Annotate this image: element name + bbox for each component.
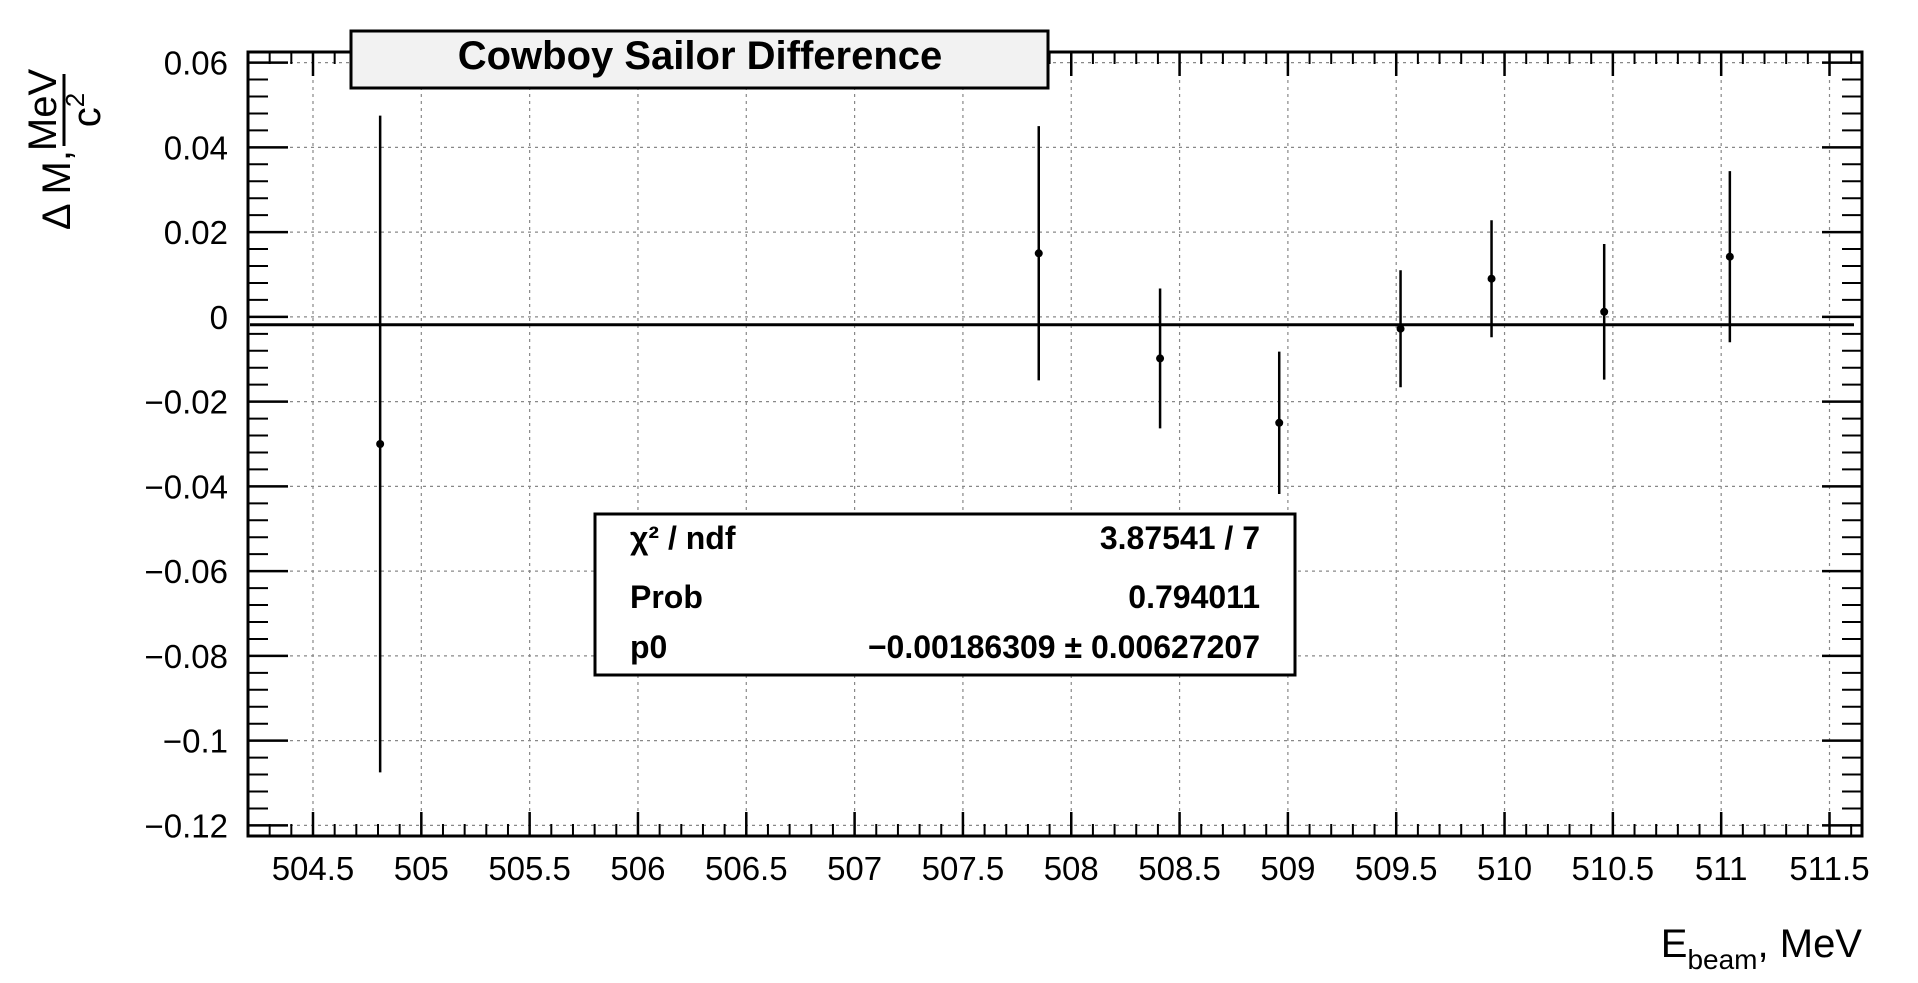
y-tick-label: 0.02	[164, 214, 228, 251]
x-tick-label: 508.5	[1138, 850, 1221, 887]
stats-label-chi2: χ² / ndf	[630, 520, 736, 556]
x-tick-label: 510.5	[1572, 850, 1655, 887]
chart-title: Cowboy Sailor Difference	[458, 34, 943, 78]
x-tick-label: 509	[1260, 850, 1315, 887]
y-axis-title-prefix: Δ M,	[35, 150, 79, 230]
data-point	[1156, 354, 1165, 363]
data-point	[1275, 418, 1284, 427]
stats-label-p0: p0	[630, 629, 667, 665]
y-tick-label: −0.1	[163, 723, 228, 760]
x-tick-label: 507	[827, 850, 882, 887]
y-axis-title-denominator-base: c	[65, 107, 109, 127]
x-tick-label: 509.5	[1355, 850, 1438, 887]
y-tick-labels: 0.06 0.04 0.02 0 −0.02 −0.04 −0.06 −0.08 −0.1 −0.…	[145, 45, 229, 845]
x-axis-title-main: E	[1661, 922, 1688, 966]
stats-value-prob: 0.794011	[1128, 579, 1260, 615]
data-point	[1487, 274, 1496, 283]
x-tick-label: 506	[610, 850, 665, 887]
plot-frame	[246, 50, 1864, 838]
stats-box: χ² / ndf 3.87541 / 7 Prob 0.794011 p0 −0…	[593, 512, 1297, 677]
x-tick-label: 504.5	[272, 850, 355, 887]
data-point	[1396, 324, 1405, 333]
title-box: Cowboy Sailor Difference	[349, 29, 1050, 90]
stats-box-frame	[593, 512, 1297, 677]
axis-ticks	[247, 52, 1862, 836]
y-tick-label: −0.08	[145, 638, 229, 675]
y-axis-title: Δ M, MeV c2	[21, 69, 109, 231]
y-tick-label: 0	[210, 299, 228, 336]
x-tick-label: 511	[1695, 850, 1748, 887]
y-tick-label: −0.02	[145, 384, 229, 421]
data-point	[1725, 252, 1734, 261]
y-axis-title-numerator: MeV	[21, 69, 65, 152]
data-points	[376, 115, 1734, 773]
x-tick-label: 505.5	[488, 850, 571, 887]
y-axis-title-denominator-sup: 2	[60, 93, 90, 107]
x-tick-label: 508	[1044, 850, 1099, 887]
y-tick-label: −0.04	[145, 468, 229, 505]
x-tick-label: 511.5	[1789, 850, 1869, 887]
x-axis-title-sub: beam	[1687, 944, 1757, 975]
x-tick-labels: 504.5 505 505.5 506 506.5 507 507.5 508 508.5 509…	[272, 850, 1870, 887]
y-tick-label: 0.06	[164, 45, 228, 82]
y-tick-label: −0.12	[145, 807, 229, 844]
y-tick-label: −0.06	[145, 553, 229, 590]
x-axis-title: Ebeam, MeV	[1661, 922, 1863, 975]
data-point	[376, 440, 385, 448]
x-tick-label: 506.5	[705, 850, 788, 887]
y-axis-title-denominator: c2	[60, 93, 109, 127]
x-axis-title-rest: , MeV	[1758, 922, 1863, 966]
x-tick-label: 505	[394, 850, 449, 887]
title-box-frame	[349, 29, 1050, 90]
x-tick-label: 510	[1477, 850, 1532, 887]
data-point	[1034, 249, 1043, 258]
y-tick-label: 0.04	[164, 129, 228, 166]
x-tick-label: 507.5	[922, 850, 1005, 887]
data-point	[1600, 307, 1609, 316]
grid	[248, 52, 1862, 836]
stats-value-chi2: 3.87541 / 7	[1100, 520, 1260, 556]
stats-label-prob: Prob	[630, 579, 703, 615]
stats-value-p0: −0.00186309 ± 0.00627207	[868, 629, 1260, 665]
